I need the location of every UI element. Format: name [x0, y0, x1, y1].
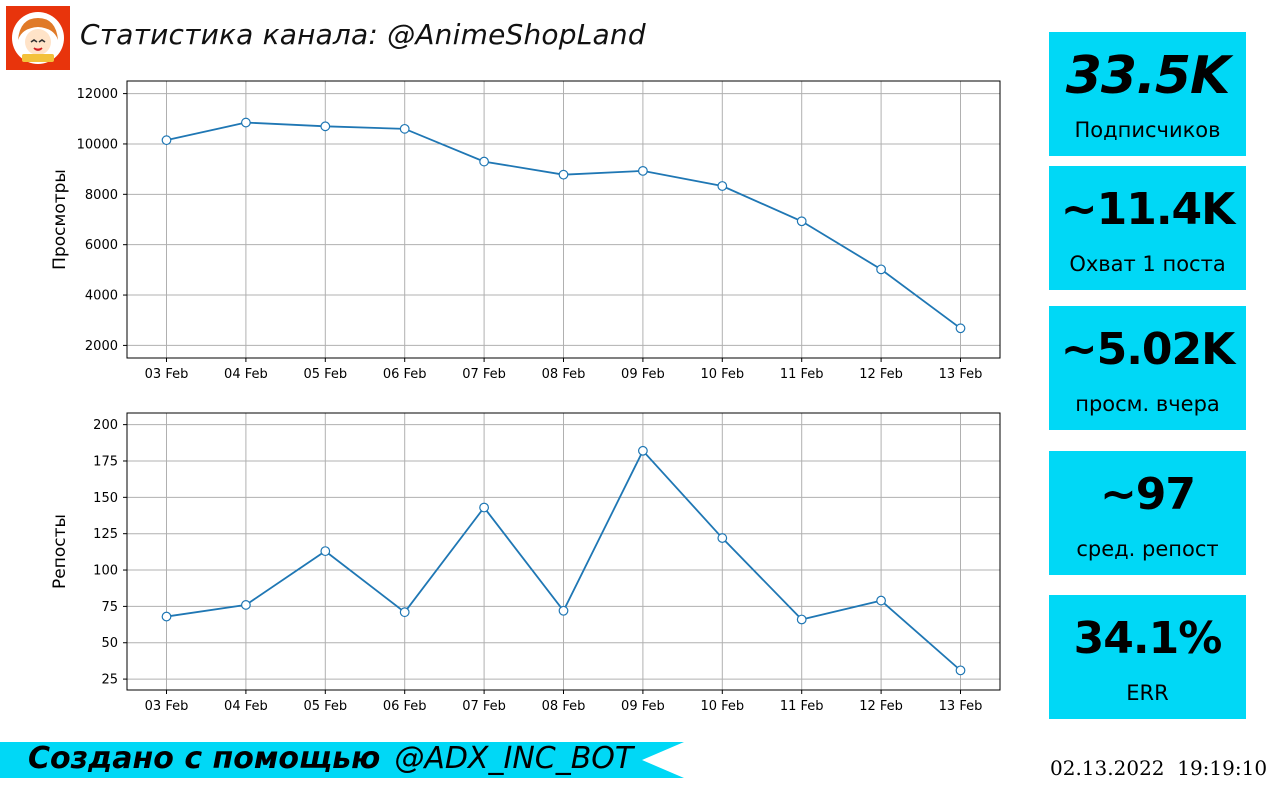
subscribers-value: 33.5K: [1065, 46, 1231, 106]
charts-area: 03 Feb 04 Feb 05 Feb 06 Feb 07 Feb 08 Feb 09 F…: [50, 80, 1001, 714]
avatar-image: [12, 12, 64, 64]
data-point: [320, 121, 331, 132]
y-tick-label: 125: [93, 527, 118, 542]
data-point: [796, 614, 807, 625]
data-point: [955, 323, 966, 334]
y-tick-label: 50: [101, 636, 118, 651]
x-tick-label: 10 Feb: [700, 699, 744, 714]
y-tick-label: 150: [93, 491, 118, 506]
data-point: [320, 546, 331, 557]
y-tick-label: 6000: [85, 238, 118, 253]
y-tick-label: 4000: [85, 289, 118, 304]
data-point: [638, 165, 648, 176]
x-tick-label: 04 Feb: [224, 699, 268, 714]
data-point: [876, 595, 886, 606]
y-tick-label: 100: [93, 564, 118, 579]
x-tick-label: 03 Feb: [145, 699, 189, 714]
y-tick-label: 8000: [85, 188, 118, 203]
x-tick-label: 06 Feb: [383, 699, 427, 714]
x-tick-label: 05 Feb: [303, 699, 347, 714]
data-point: [161, 135, 172, 146]
views-yesterday-label: просм. вчера: [1075, 392, 1220, 416]
stat-card-reach: ~11.4K Охват 1 поста: [1049, 166, 1246, 290]
x-tick-label: 03 Feb: [145, 367, 189, 382]
data-point: [796, 216, 807, 227]
banner-prefix: Создано с помощью: [28, 741, 381, 776]
data-point: [399, 607, 410, 618]
x-tick-label: 09 Feb: [621, 699, 665, 714]
timestamp: 02.13.2022 19:19:10: [1050, 756, 1268, 780]
page-title: Статистика канала: @AnimeShopLand: [80, 18, 646, 51]
y-tick-label: 10000: [77, 137, 118, 152]
views-chart: 03 Feb 04 Feb 05 Feb 06 Feb 07 Feb 08 Feb 09 F…: [50, 80, 1001, 382]
footer-banner-text: Создано с помощью @ADX_INC_BOT: [28, 740, 633, 778]
data-point: [558, 605, 569, 616]
x-tick-label: 11 Feb: [780, 699, 824, 714]
stat-card-subscribers: 33.5K Подписчиков: [1049, 32, 1246, 156]
y-tick-label: 200: [93, 418, 118, 433]
x-tick-label: 05 Feb: [303, 367, 347, 382]
x-tick-label: 07 Feb: [462, 367, 506, 382]
data-point: [717, 533, 728, 543]
x-tick-label: 04 Feb: [224, 367, 268, 382]
reach-value: ~11.4K: [1060, 184, 1236, 235]
stat-card-avg-reposts: ~97 сред. репост: [1049, 451, 1246, 575]
err-value: 34.1%: [1073, 613, 1223, 664]
err-label: ERR: [1126, 681, 1169, 705]
y-axis-label: Просмотры: [50, 169, 70, 270]
views-yesterday-value: ~5.02K: [1060, 324, 1236, 375]
x-tick-label: 11 Feb: [780, 367, 824, 382]
data-point: [717, 181, 728, 191]
x-tick-label: 13 Feb: [939, 699, 983, 714]
data-point: [558, 169, 569, 180]
data-point: [876, 264, 886, 275]
stat-card-err: 34.1% ERR: [1049, 595, 1246, 719]
y-tick-label: 2000: [85, 339, 118, 354]
y-tick-label: 12000: [77, 87, 118, 102]
x-tick-label: 12 Feb: [859, 367, 903, 382]
data-point: [399, 123, 410, 134]
y-tick-label: 175: [93, 454, 118, 469]
data-point: [161, 611, 172, 622]
channel-avatar: [6, 6, 70, 70]
data-point: [479, 502, 490, 513]
data-point: [479, 156, 490, 167]
data-point: [638, 445, 648, 456]
x-tick-label: 07 Feb: [462, 699, 506, 714]
avg-reposts-value: ~97: [1099, 469, 1196, 520]
y-axis-label: Репосты: [50, 514, 70, 589]
x-tick-label: 10 Feb: [700, 367, 744, 382]
x-tick-label: 12 Feb: [859, 699, 903, 714]
reposts-chart: 03 Feb 04 Feb 05 Feb 06 Feb 07 Feb 08 Feb 09 F…: [50, 412, 1001, 714]
footer-banner: [0, 742, 684, 778]
reach-label: Охват 1 поста: [1069, 252, 1226, 276]
x-tick-label: 08 Feb: [542, 367, 586, 382]
avg-reposts-label: сред. репост: [1076, 537, 1219, 561]
x-tick-label: 09 Feb: [621, 367, 665, 382]
x-tick-label: 13 Feb: [939, 367, 983, 382]
stat-card-views-yesterday: ~5.02K просм. вчера: [1049, 306, 1246, 430]
data-point: [240, 117, 251, 128]
banner-bot-link[interactable]: @ADX_INC_BOT: [394, 741, 634, 776]
x-tick-label: 06 Feb: [383, 367, 427, 382]
data-point: [955, 665, 966, 676]
x-tick-label: 08 Feb: [542, 699, 586, 714]
y-tick-label: 75: [101, 600, 118, 615]
data-point: [240, 600, 251, 610]
subscribers-label: Подписчиков: [1074, 118, 1221, 142]
y-tick-label: 25: [101, 673, 118, 688]
